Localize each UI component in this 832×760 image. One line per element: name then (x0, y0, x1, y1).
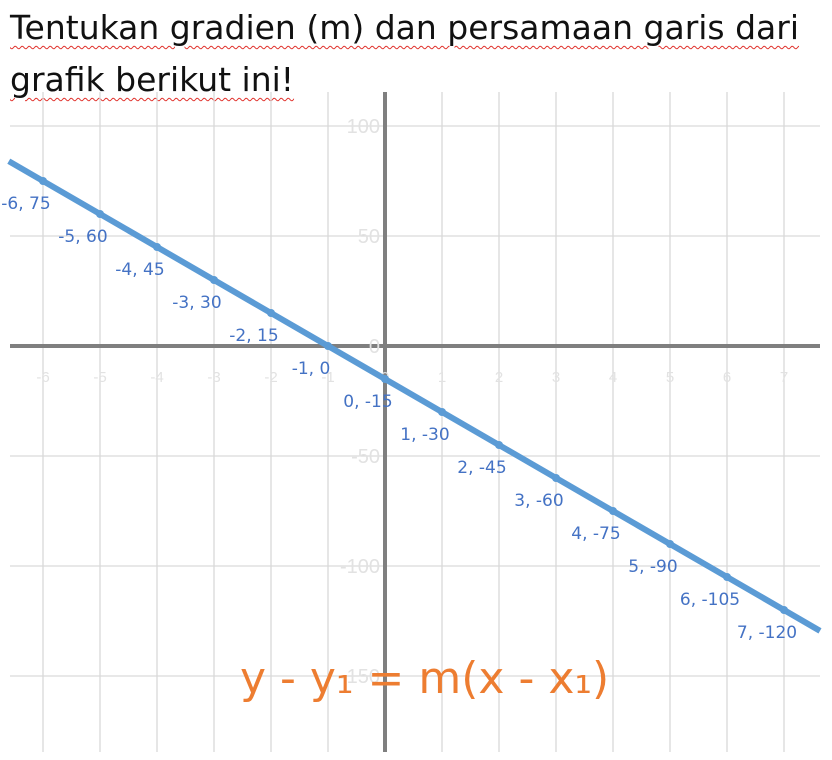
x-tick-label: 4 (609, 369, 617, 386)
data-label: -2, 15 (229, 326, 278, 346)
tick-labels: -6-5-4-3-2-101234567100500-50-100-150 (36, 116, 788, 688)
x-tick-label: 6 (723, 369, 731, 386)
data-label: 4, -75 (571, 524, 620, 544)
data-point (324, 342, 332, 350)
x-tick-label: 2 (495, 369, 503, 386)
grid-lines (10, 92, 820, 752)
data-labels: -6, 75 -5, 60 -4, 45 -3, 30 -2, 15 -1, 0 0, -1… (1, 194, 797, 643)
data-point (39, 177, 47, 185)
question-text: Tentukan gradien (m) dan persamaan garis… (10, 2, 825, 106)
x-tick-label: 1 (438, 369, 446, 386)
data-point (438, 408, 446, 416)
formula-text: y - y₁ = m(x - x₁) (240, 653, 609, 704)
axes (10, 92, 820, 752)
x-tick-label: 7 (780, 369, 788, 386)
data-point (96, 210, 104, 218)
y-tick-label: 0 (369, 336, 380, 358)
data-point (552, 474, 560, 482)
data-point (495, 441, 503, 449)
question-line-2: grafik berikut ini! (10, 60, 295, 99)
y-tick-label: -150 (340, 666, 380, 688)
x-tick-label: 3 (552, 369, 560, 386)
data-label: -1, 0 (292, 359, 331, 379)
data-label: 7, -120 (737, 623, 797, 643)
y-tick-label: 100 (347, 116, 380, 138)
data-label: 3, -60 (514, 491, 563, 511)
x-tick-label: -6 (36, 369, 49, 386)
question-line-1: Tentukan gradien (m) dan persamaan garis… (10, 8, 800, 47)
data-point (381, 375, 389, 383)
series-line (7, 158, 822, 634)
x-tick-label: -1 (321, 369, 334, 386)
data-label: -3, 30 (172, 293, 221, 313)
series (7, 158, 822, 634)
x-tick-label: 5 (666, 369, 674, 386)
data-point (723, 573, 731, 581)
data-point (666, 540, 674, 548)
data-label: 0, -15 (343, 392, 392, 412)
data-label: 5, -90 (628, 557, 677, 577)
y-tick-label: 50 (358, 226, 380, 248)
x-tick-label: -5 (93, 369, 106, 386)
data-point (609, 507, 617, 515)
y-tick-label: -50 (351, 446, 380, 468)
data-label: 1, -30 (400, 425, 449, 445)
data-label: 2, -45 (457, 458, 506, 478)
data-point (210, 276, 218, 284)
data-label: -6, 75 (1, 194, 50, 214)
data-point (153, 243, 161, 251)
data-label: -5, 60 (58, 227, 107, 247)
y-tick-label: -100 (340, 556, 380, 578)
data-point (267, 309, 275, 317)
data-label: -4, 45 (115, 260, 164, 280)
data-label: 6, -105 (680, 590, 740, 610)
data-point (780, 606, 788, 614)
x-tick-label: -3 (207, 369, 220, 386)
x-tick-label: -4 (150, 369, 163, 386)
x-tick-label: -2 (264, 369, 277, 386)
